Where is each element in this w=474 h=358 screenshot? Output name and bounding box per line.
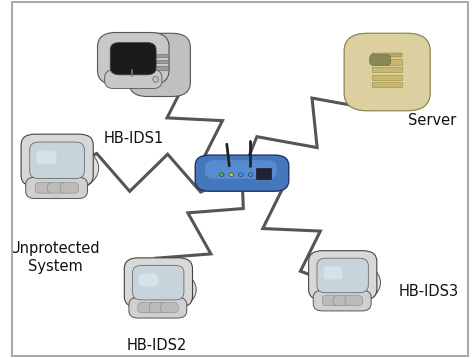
FancyBboxPatch shape xyxy=(133,265,184,300)
FancyBboxPatch shape xyxy=(151,66,168,69)
FancyBboxPatch shape xyxy=(205,160,276,179)
Text: Unprotected
System: Unprotected System xyxy=(10,241,100,274)
FancyBboxPatch shape xyxy=(372,59,402,64)
FancyBboxPatch shape xyxy=(204,176,280,188)
FancyBboxPatch shape xyxy=(322,295,340,306)
FancyBboxPatch shape xyxy=(105,70,162,88)
Text: HB-IDS3: HB-IDS3 xyxy=(399,284,459,299)
FancyBboxPatch shape xyxy=(372,82,402,87)
Circle shape xyxy=(219,173,224,176)
FancyBboxPatch shape xyxy=(345,295,363,306)
FancyBboxPatch shape xyxy=(124,258,192,307)
Circle shape xyxy=(239,173,243,176)
FancyBboxPatch shape xyxy=(30,142,84,179)
FancyBboxPatch shape xyxy=(35,183,54,193)
FancyBboxPatch shape xyxy=(309,251,377,300)
FancyBboxPatch shape xyxy=(370,54,391,66)
FancyBboxPatch shape xyxy=(317,258,368,293)
FancyBboxPatch shape xyxy=(323,266,342,279)
FancyBboxPatch shape xyxy=(129,33,191,97)
FancyBboxPatch shape xyxy=(98,33,169,84)
FancyBboxPatch shape xyxy=(372,53,402,57)
Text: Server: Server xyxy=(408,113,456,128)
Ellipse shape xyxy=(153,76,158,82)
FancyBboxPatch shape xyxy=(195,155,289,191)
Text: HB-IDS1: HB-IDS1 xyxy=(104,131,164,146)
FancyBboxPatch shape xyxy=(26,177,87,199)
FancyBboxPatch shape xyxy=(161,303,178,313)
FancyBboxPatch shape xyxy=(372,67,402,72)
FancyBboxPatch shape xyxy=(334,295,351,306)
Polygon shape xyxy=(155,296,162,304)
Ellipse shape xyxy=(315,261,381,305)
FancyBboxPatch shape xyxy=(129,297,187,318)
FancyBboxPatch shape xyxy=(139,274,158,286)
FancyBboxPatch shape xyxy=(256,168,271,179)
Polygon shape xyxy=(53,175,61,183)
Text: HB-IDS2: HB-IDS2 xyxy=(127,338,187,353)
FancyBboxPatch shape xyxy=(151,54,168,57)
Circle shape xyxy=(248,173,253,176)
FancyBboxPatch shape xyxy=(151,60,168,63)
Polygon shape xyxy=(339,289,346,296)
FancyBboxPatch shape xyxy=(138,303,155,313)
FancyBboxPatch shape xyxy=(313,290,371,311)
FancyBboxPatch shape xyxy=(60,183,79,193)
Circle shape xyxy=(229,173,234,176)
FancyBboxPatch shape xyxy=(47,183,66,193)
FancyBboxPatch shape xyxy=(21,134,93,186)
FancyBboxPatch shape xyxy=(36,151,56,164)
Ellipse shape xyxy=(130,268,196,312)
FancyBboxPatch shape xyxy=(149,303,167,313)
FancyBboxPatch shape xyxy=(344,33,430,111)
Ellipse shape xyxy=(27,144,99,192)
FancyBboxPatch shape xyxy=(372,75,402,80)
FancyBboxPatch shape xyxy=(110,43,156,75)
